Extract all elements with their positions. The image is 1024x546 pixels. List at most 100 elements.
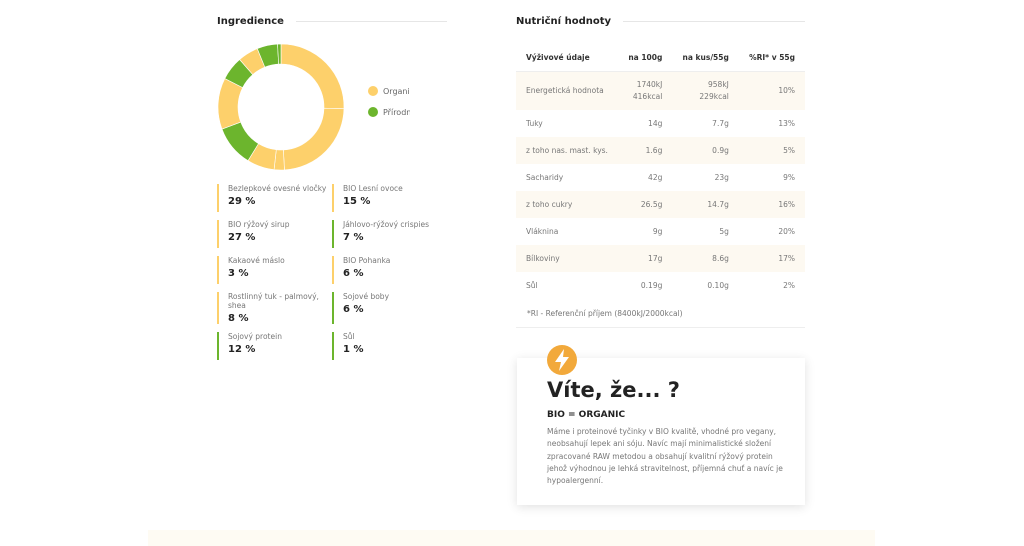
ingredient-name: Sojový protein bbox=[228, 332, 282, 341]
ingredient-name: BIO Pohanka bbox=[343, 256, 391, 265]
column-header: %RI* v 55g bbox=[738, 44, 805, 72]
donut-chart: Organické Přírodní bbox=[217, 43, 410, 171]
cell-line: Sůl bbox=[526, 280, 538, 290]
ingredient-percent: 8 % bbox=[228, 313, 249, 324]
footer-strip bbox=[148, 530, 875, 546]
ingredient-item: Sojový protein 12 % bbox=[217, 332, 332, 360]
cell-line: z toho cukry bbox=[526, 199, 573, 209]
nutrition-cell: 10% bbox=[738, 71, 805, 110]
nutrition-cell: 958kJ 229kcal bbox=[672, 71, 739, 110]
nutrition-cell: z toho nas. mast. kys. bbox=[516, 137, 619, 164]
nutrition-cell: 23g bbox=[672, 164, 739, 191]
nutrition-cell: z toho cukry bbox=[516, 191, 619, 218]
cell-line: 26.5g bbox=[640, 199, 663, 209]
nutrition-cell: 9% bbox=[739, 164, 805, 191]
ingredient-name: Rostlinný tuk - palmový, shea bbox=[228, 292, 319, 310]
ingredient-percent: 12 % bbox=[228, 344, 256, 355]
nutrition-cell: Sůl bbox=[516, 272, 618, 299]
nutrition-cell: 5g bbox=[672, 218, 739, 245]
cell-line: 8.6g bbox=[712, 253, 729, 263]
ingredient-list: Bezlepkové ovesné vločky 29 % BIO Lesní ov… bbox=[217, 184, 447, 360]
ingredient-percent: 27 % bbox=[228, 232, 256, 243]
ingredient-item: Sojové boby 6 % bbox=[332, 292, 447, 324]
ingredient-percent: 7 % bbox=[343, 232, 364, 243]
ingredient-item: BIO rýžový sirup 27 % bbox=[217, 220, 332, 248]
nutrition-cell: 13% bbox=[739, 110, 805, 137]
ingredient-item: Bezlepkové ovesné vločky 29 % bbox=[217, 184, 332, 212]
nutrition-cell: Energetická hodnota bbox=[516, 71, 619, 110]
nutrition-cell: 2% bbox=[739, 272, 805, 299]
bolt-icon bbox=[547, 345, 577, 375]
ingredient-name: Bezlepkové ovesné vločky bbox=[228, 184, 327, 193]
cell-line: 14g bbox=[648, 118, 663, 128]
nutrition-cell: 14g bbox=[618, 110, 672, 137]
nutrition-cell: Sacharidy bbox=[516, 164, 618, 191]
nutrition-title: Nutriční hodnoty bbox=[516, 16, 805, 27]
cell-line: 416kcal bbox=[632, 92, 663, 101]
cell-line: 20% bbox=[778, 226, 795, 236]
fact-box: Víte, že... ? BIO = ORGANIC Máme i prote… bbox=[517, 345, 805, 505]
cell-line: 9% bbox=[783, 172, 795, 182]
header-row: Výživové údaje na 100g na kus/55g %RI* v 55… bbox=[516, 44, 805, 72]
ingredient-item: BIO Lesní ovoce 15 % bbox=[332, 184, 447, 212]
cell-line: 229kcal bbox=[699, 92, 729, 101]
column-header: Výživové údaje bbox=[516, 44, 619, 72]
nutrition-cell: 5% bbox=[738, 137, 805, 164]
nutrition-row: z toho nas. mast. kys. 1.6g 0.9g 5% bbox=[516, 137, 805, 164]
nutrition-cell: 16% bbox=[738, 191, 805, 218]
fact-text: Máme i proteinové tyčinky v BIO kvalitě,… bbox=[547, 427, 783, 486]
divider bbox=[516, 327, 805, 328]
nutrition-table: Výživové údaje na 100g na kus/55g %RI* v 55… bbox=[516, 44, 805, 299]
cell-line: 0.19g bbox=[640, 280, 663, 290]
cell-line: 14.7g bbox=[707, 199, 729, 209]
cell-line: 17% bbox=[778, 253, 795, 263]
ingredient-percent: 6 % bbox=[343, 268, 364, 279]
cell-line: 2% bbox=[783, 280, 795, 290]
footnote: *RI - Referenční příjem (8400kJ/2000kcal… bbox=[527, 309, 683, 318]
ingredient-item: BIO Pohanka 6 % bbox=[332, 256, 447, 284]
cell-line: 1.6g bbox=[645, 145, 663, 155]
cell-line: 16% bbox=[778, 199, 795, 209]
donut-segment bbox=[277, 43, 282, 65]
cell-line: 5g bbox=[719, 226, 729, 236]
nutrition-cell: 1740kJ 416kcal bbox=[618, 71, 673, 110]
nutrition-cell: 14.7g bbox=[672, 191, 739, 218]
ingredient-name: Sojové boby bbox=[343, 292, 390, 301]
donut-segment bbox=[280, 43, 345, 110]
fact-title: Víte, že... ? bbox=[547, 378, 680, 402]
nutrition-cell: 1.6g bbox=[618, 137, 673, 164]
ingredient-name: Kakaové máslo bbox=[228, 256, 285, 265]
cell-line: Bílkoviny bbox=[526, 253, 560, 263]
nutrition-row: z toho cukry 26.5g 14.7g 16% bbox=[516, 191, 805, 218]
nutrition-cell: 20% bbox=[739, 218, 805, 245]
nutrition-cell: 26.5g bbox=[618, 191, 673, 218]
ingredient-name: BIO Lesní ovoce bbox=[343, 184, 403, 193]
ingredient-item: Kakaové máslo 3 % bbox=[217, 256, 332, 284]
nutrition-cell: 8.6g bbox=[672, 245, 739, 272]
ingredient-item: Jáhlovo-rýžový crispies 7 % bbox=[332, 220, 447, 248]
legend-swatch bbox=[368, 86, 378, 96]
cell-line: 13% bbox=[778, 118, 795, 128]
legend-swatch bbox=[368, 107, 378, 117]
column-header: na 100g bbox=[618, 44, 673, 72]
cell-line: 42g bbox=[648, 172, 663, 182]
cell-line: 1740kJ bbox=[636, 80, 663, 89]
nutrition-cell: Vláknina bbox=[516, 218, 618, 245]
nutrition-cell: 0.9g bbox=[672, 137, 739, 164]
ingredient-percent: 6 % bbox=[343, 304, 364, 315]
column-header: na kus/55g bbox=[672, 44, 739, 72]
cell-line: Energetická hodnota bbox=[526, 86, 604, 95]
nutrition-cell: 9g bbox=[618, 218, 672, 245]
fact-subtitle: BIO = ORGANIC bbox=[547, 410, 626, 420]
ingredient-name: BIO rýžový sirup bbox=[228, 220, 290, 229]
nutrition-row: Sacharidy 42g 23g 9% bbox=[516, 164, 805, 191]
nutrition-row: Sůl 0.19g 0.10g 2% bbox=[516, 272, 805, 299]
nutrition-cell: 0.19g bbox=[618, 272, 672, 299]
nutrition-row: Tuky 14g 7.7g 13% bbox=[516, 110, 805, 137]
cell-line: 7.7g bbox=[712, 118, 729, 128]
nutrition-cell: Tuky bbox=[516, 110, 618, 137]
cell-line: Vláknina bbox=[526, 226, 559, 236]
ingredient-name: Jáhlovo-rýžový crispies bbox=[343, 220, 429, 229]
nutrition-row: Bílkoviny 17g 8.6g 17% bbox=[516, 245, 805, 272]
cell-line: Tuky bbox=[526, 118, 543, 128]
